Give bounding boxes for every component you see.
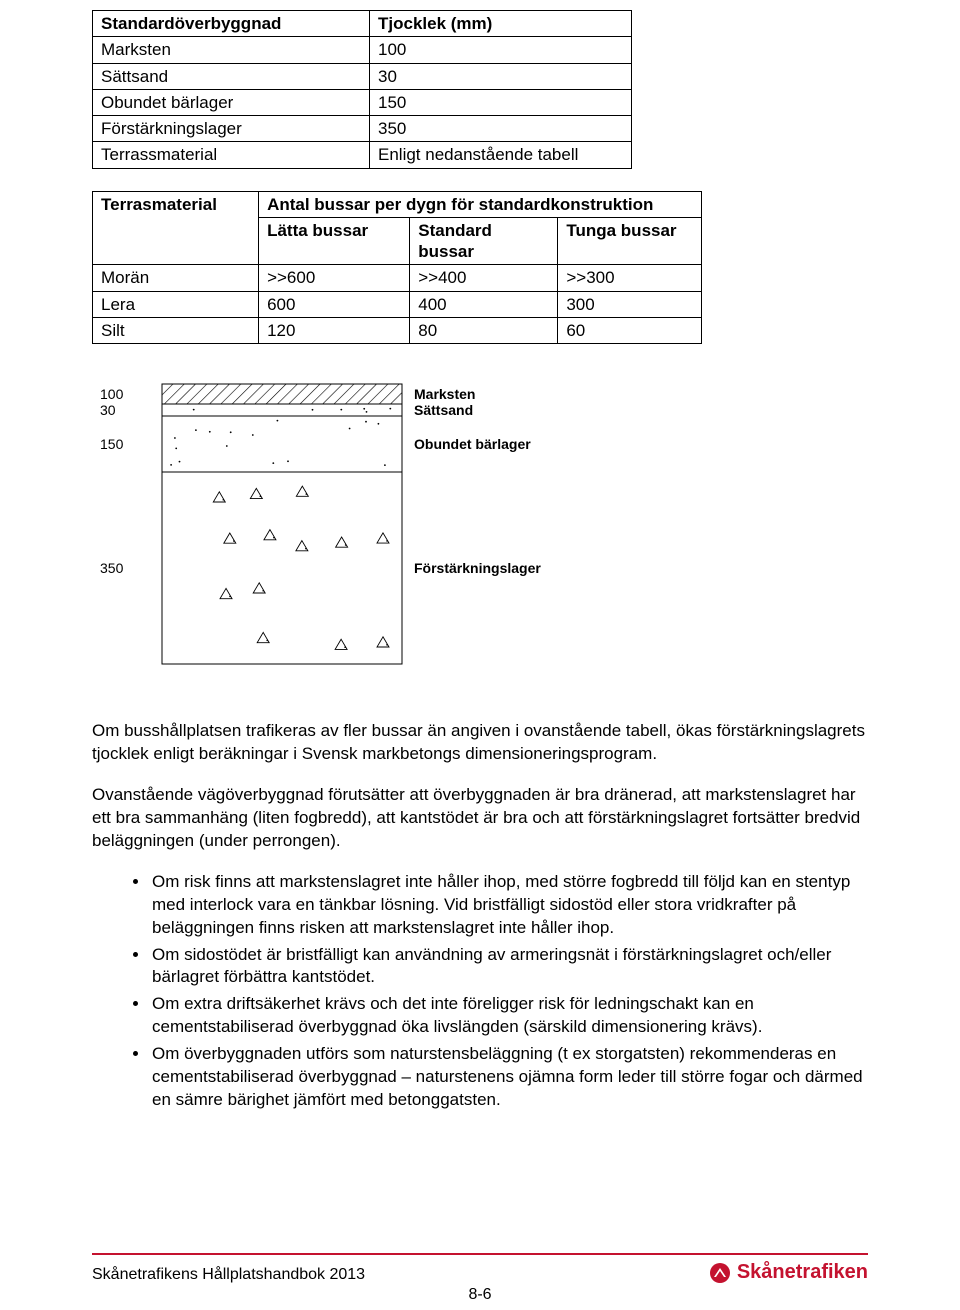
table-header: Tjocklek (mm) (370, 11, 632, 37)
logo-icon (709, 1262, 731, 1284)
brand-logo: Skånetrafiken (709, 1261, 868, 1284)
page-footer: Skånetrafikens Hållplatshandbok 2013 Skå… (92, 1253, 868, 1284)
svg-text:30: 30 (100, 402, 116, 418)
list-item: Om risk finns att markstenslagret inte h… (150, 871, 868, 940)
svg-text:Förstärkningslager: Förstärkningslager (414, 560, 541, 576)
table-header: Standardöverbyggnad (93, 11, 370, 37)
table-terrasmaterial: Terrasmaterial Antal bussar per dygn för… (92, 191, 702, 345)
list-item: Om extra driftsäkerhet krävs och det int… (150, 993, 868, 1039)
table-row: Terrasmaterial Antal bussar per dygn för… (93, 191, 702, 217)
body-paragraph: Ovanstående vägöverbyggnad förutsätter a… (92, 784, 868, 853)
table-header: Standard bussar (410, 217, 558, 265)
svg-text:150: 150 (100, 436, 124, 452)
list-item: Om överbyggnaden utförs som naturstensbe… (150, 1043, 868, 1112)
table-row: Sättsand30 (93, 63, 632, 89)
bullet-list: Om risk finns att markstenslagret inte h… (92, 871, 868, 1112)
table-row: Morän >>600 >>400 >>300 (93, 265, 702, 291)
table-row: Förstärkningslager350 (93, 116, 632, 142)
table-header: Lätta bussar (259, 217, 410, 265)
logo-text: Skånetrafiken (737, 1261, 868, 1284)
table-header: Antal bussar per dygn för standardkonstr… (259, 191, 702, 217)
layer-diagram: 100 Marksten 30 Sättsand 150 Obundet bärlager… (92, 374, 868, 684)
table-row: Silt 120 80 60 (93, 317, 702, 343)
table-row: Marksten100 (93, 37, 632, 63)
table-row: Standardöverbyggnad Tjocklek (mm) (93, 11, 632, 37)
table-row: TerrassmaterialEnligt nedanstående tabel… (93, 142, 632, 168)
list-item: Om sidostödet är bristfälligt kan använd… (150, 944, 868, 990)
page-number: 8-6 (92, 1286, 868, 1304)
table-row: Lera 600 400 300 (93, 291, 702, 317)
table-overbyggnad: Standardöverbyggnad Tjocklek (mm) Markst… (92, 10, 632, 169)
svg-text:350: 350 (100, 560, 124, 576)
svg-text:Obundet bärlager: Obundet bärlager (414, 436, 531, 452)
footer-title: Skånetrafikens Hållplatshandbok 2013 (92, 1266, 365, 1284)
body-paragraph: Om busshållplatsen trafikeras av fler bu… (92, 720, 868, 766)
table-header: Tunga bussar (558, 217, 702, 265)
footer-rule (92, 1253, 868, 1255)
table-row: Obundet bärlager150 (93, 89, 632, 115)
svg-text:Sättsand: Sättsand (414, 402, 473, 418)
svg-text:100: 100 (100, 386, 124, 402)
table-header: Terrasmaterial (93, 191, 259, 265)
svg-text:Marksten: Marksten (414, 386, 475, 402)
